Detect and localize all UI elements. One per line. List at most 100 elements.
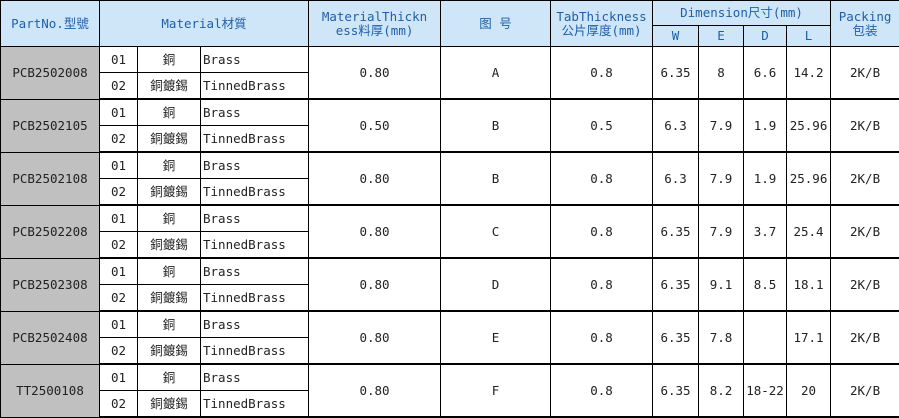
material-en: TinnedBrass xyxy=(201,391,309,418)
drawing: B xyxy=(441,99,551,152)
d: 1.9 xyxy=(744,99,787,152)
header-e: E xyxy=(699,26,744,47)
material-code: 01 xyxy=(100,311,138,338)
packing: 2K/B xyxy=(831,205,899,258)
e: 7.9 xyxy=(699,99,744,152)
material-en: TinnedBrass xyxy=(201,73,309,100)
part-no: TT2500108 xyxy=(1,364,100,417)
material-en: Brass xyxy=(201,47,309,73)
material-code: 02 xyxy=(100,338,138,365)
d: 18-22 xyxy=(744,364,787,417)
header-d: D xyxy=(744,26,787,47)
material-code: 02 xyxy=(100,179,138,206)
e: 8.2 xyxy=(699,364,744,417)
line: MaterialThickn xyxy=(322,9,427,24)
w: 6.35 xyxy=(653,258,699,311)
tab: 0.8 xyxy=(551,205,653,258)
material-cn: 銅鍍錫 xyxy=(138,391,201,418)
material-cn: 銅鍍錫 xyxy=(138,232,201,259)
packing: 2K/B xyxy=(831,152,899,205)
drawing: B xyxy=(441,152,551,205)
part-no: PCB2502208 xyxy=(1,205,100,258)
e: 9.1 xyxy=(699,258,744,311)
material-cn: 銅 xyxy=(138,258,201,285)
material-cn: 銅 xyxy=(138,99,201,126)
thickness: 0.80 xyxy=(309,47,441,100)
line: 公片厚度(mm) xyxy=(561,23,641,38)
material-cn: 銅鍍錫 xyxy=(138,285,201,312)
material-code: 01 xyxy=(100,205,138,232)
material-code: 02 xyxy=(100,391,138,418)
header-partno: PartNo.型號 xyxy=(1,1,100,47)
header-l: L xyxy=(787,26,831,47)
drawing: E xyxy=(441,311,551,364)
tab: 0.5 xyxy=(551,99,653,152)
material-en: TinnedBrass xyxy=(201,338,309,365)
part-no: PCB2502308 xyxy=(1,258,100,311)
d: 1.9 xyxy=(744,152,787,205)
l: 14.2 xyxy=(787,47,831,100)
part-no: PCB2502008 xyxy=(1,47,100,100)
material-en: Brass xyxy=(201,99,309,126)
material-en: TinnedBrass xyxy=(201,179,309,206)
material-code: 02 xyxy=(100,73,138,100)
header-w: W xyxy=(653,26,699,47)
material-cn: 銅鍍錫 xyxy=(138,126,201,153)
header-drawing: 图 号 xyxy=(441,1,551,47)
header-material: Material材質 xyxy=(100,1,309,47)
material-cn: 銅鍍錫 xyxy=(138,179,201,206)
l: 25.4 xyxy=(787,205,831,258)
e: 8 xyxy=(699,47,744,100)
tab: 0.8 xyxy=(551,258,653,311)
packing: 2K/B xyxy=(831,258,899,311)
material-en: TinnedBrass xyxy=(201,232,309,259)
w: 6.35 xyxy=(653,47,699,100)
l: 18.1 xyxy=(787,258,831,311)
w: 6.3 xyxy=(653,152,699,205)
w: 6.35 xyxy=(653,364,699,417)
part-no: PCB2502108 xyxy=(1,152,100,205)
material-code: 02 xyxy=(100,285,138,312)
drawing: C xyxy=(441,205,551,258)
material-cn: 銅 xyxy=(138,364,201,391)
e: 7.9 xyxy=(699,152,744,205)
material-cn: 銅鍍錫 xyxy=(138,338,201,365)
material-code: 01 xyxy=(100,152,138,179)
tab: 0.8 xyxy=(551,364,653,417)
thickness: 0.80 xyxy=(309,258,441,311)
l: 20 xyxy=(787,364,831,417)
material-code: 01 xyxy=(100,99,138,126)
drawing: F xyxy=(441,364,551,417)
tab: 0.8 xyxy=(551,152,653,205)
material-cn: 銅 xyxy=(138,311,201,338)
material-code: 01 xyxy=(100,258,138,285)
l: 17.1 xyxy=(787,311,831,364)
drawing: A xyxy=(441,47,551,100)
material-en: Brass xyxy=(201,364,309,391)
e: 7.8 xyxy=(699,311,744,364)
w: 6.35 xyxy=(653,311,699,364)
w: 6.35 xyxy=(653,205,699,258)
tab: 0.8 xyxy=(551,47,653,100)
material-en: Brass xyxy=(201,258,309,285)
thickness: 0.80 xyxy=(309,205,441,258)
material-cn: 銅 xyxy=(138,152,201,179)
packing: 2K/B xyxy=(831,364,899,417)
material-code: 01 xyxy=(100,47,138,73)
tab: 0.8 xyxy=(551,311,653,364)
packing: 2K/B xyxy=(831,99,899,152)
material-cn: 銅鍍錫 xyxy=(138,73,201,100)
packing: 2K/B xyxy=(831,311,899,364)
l: 25.96 xyxy=(787,99,831,152)
